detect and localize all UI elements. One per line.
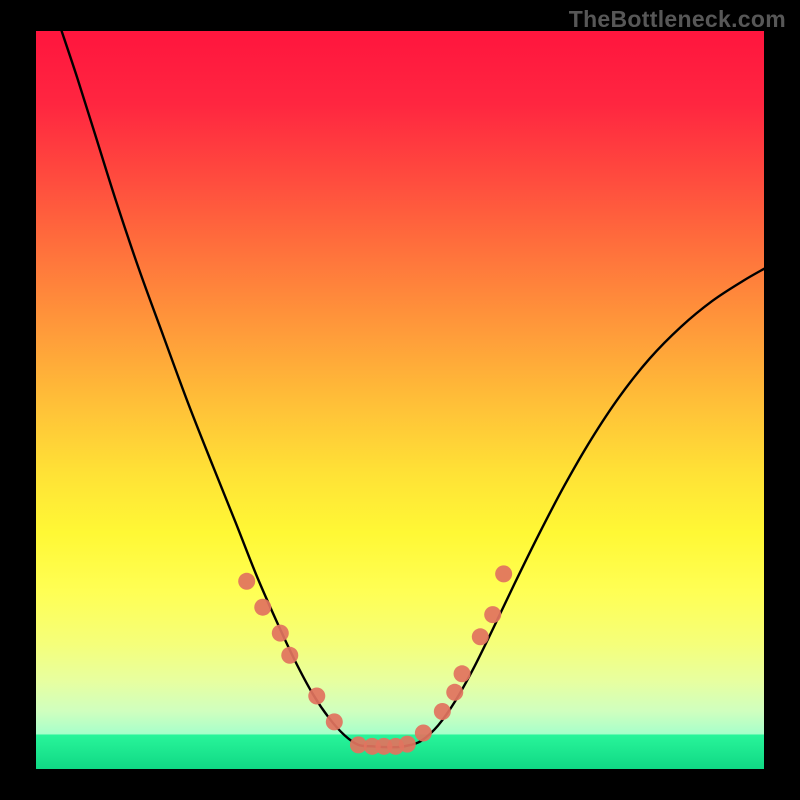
curve-marker (484, 606, 501, 623)
curve-marker (415, 725, 432, 742)
curve-marker (434, 703, 451, 720)
curve-marker (238, 573, 255, 590)
chart-stage: TheBottleneck.com (0, 0, 800, 800)
curve-marker (472, 628, 489, 645)
curve-marker (446, 684, 463, 701)
curve-marker (254, 599, 271, 616)
curve-marker (454, 665, 471, 682)
curve-marker (326, 713, 343, 730)
curve-marker (399, 736, 416, 753)
curve-marker (308, 688, 325, 705)
gradient-background (35, 30, 765, 770)
curve-marker (495, 565, 512, 582)
plot-area (35, 30, 765, 770)
curve-marker (272, 625, 289, 642)
bottleneck-chart-svg (0, 0, 800, 800)
watermark-text: TheBottleneck.com (569, 6, 786, 33)
curve-marker (281, 647, 298, 664)
